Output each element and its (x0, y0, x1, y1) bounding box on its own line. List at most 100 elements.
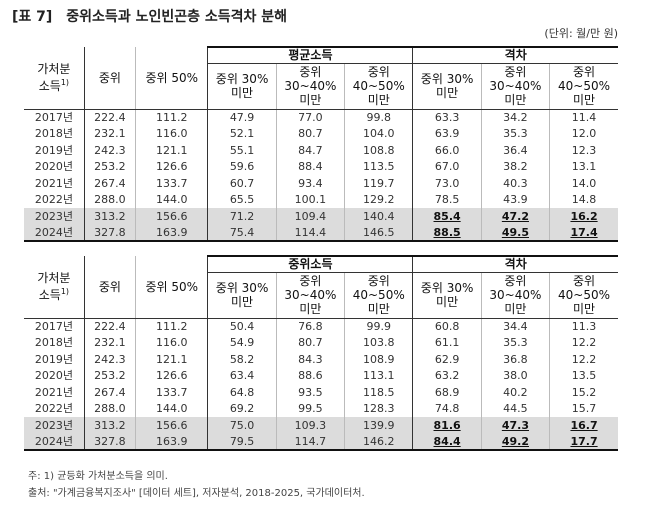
value-cell: 15.7 (549, 400, 618, 417)
value-cell: 40.2 (480, 384, 550, 401)
header-text: 소득 (38, 79, 61, 94)
footnote-marker: 1) (60, 78, 70, 88)
table-row: 2024년 327.8 163.9 79.5 114.7 146.2 84.4 49.2 17.… (24, 433, 618, 451)
table-row: 2022년 288.0 144.0 69.2 99.5 128.3 74.8 44.5 15.7 (24, 400, 618, 417)
value-cell: 267.4 (83, 384, 136, 401)
value-cell: 12.3 (549, 142, 618, 159)
value-cell: 156.6 (135, 208, 208, 225)
value-cell: 84.4 (412, 433, 482, 451)
header-gap-40-50: 중위 40~50% 미만 (549, 63, 618, 110)
value-cell: 52.1 (207, 125, 277, 142)
group-header-gap: 격차 (412, 255, 618, 273)
year-cell: 2020년 (34, 160, 73, 174)
header-gap-30-40: 중위 30~40% 미만 (480, 272, 550, 319)
year-cell: 2022년 (34, 402, 73, 416)
header-text: 가처분 (37, 271, 71, 286)
value-cell: 126.6 (135, 158, 208, 175)
value-cell: 267.4 (83, 175, 136, 192)
value-cell: 242.3 (83, 142, 136, 159)
year-cell: 2020년 (34, 369, 73, 383)
value-cell: 116.0 (135, 334, 208, 351)
header-gap-below-30: 중위 30% 미만 (412, 63, 482, 110)
footnote-marker: 1) (60, 287, 70, 297)
value-cell: 126.6 (135, 367, 208, 384)
table-row: 2020년 253.2 126.6 63.4 88.6 113.1 63.2 38.0 13.5 (24, 367, 618, 384)
value-cell: 47.9 (207, 109, 277, 126)
value-cell: 109.4 (275, 208, 345, 225)
table-row: 2020년 253.2 126.6 59.6 88.4 113.5 67.0 38.2 13.1 (24, 158, 618, 175)
value-cell: 253.2 (83, 367, 136, 384)
year-cell: 2024년 (24, 224, 85, 242)
value-cell: 111.2 (135, 318, 208, 335)
value-cell: 14.8 (549, 191, 618, 208)
header-gap-below-30: 중위 30% 미만 (412, 272, 482, 319)
table-row: 2017년 222.4 111.2 50.4 76.8 99.9 60.8 34.4 11.3 (24, 318, 618, 335)
header-median: 중위 (83, 47, 136, 110)
header-median-50: 중위 50% (135, 47, 208, 110)
value-cell: 146.5 (344, 224, 413, 242)
header-disposable-income: 가처분 소득1) (24, 256, 85, 319)
value-cell: 69.2 (207, 400, 277, 417)
value-cell: 64.8 (207, 384, 277, 401)
year-cell: 2021년 (34, 385, 73, 399)
value-cell: 139.9 (344, 417, 413, 434)
value-cell: 54.9 (207, 334, 277, 351)
value-cell: 47.3 (480, 417, 550, 434)
value-cell: 121.1 (135, 351, 208, 368)
value-cell: 288.0 (83, 191, 136, 208)
value-cell: 12.2 (549, 351, 618, 368)
value-cell: 104.0 (344, 125, 413, 142)
year-cell: 2018년 (34, 336, 73, 350)
value-cell: 14.0 (549, 175, 618, 192)
value-cell: 74.8 (412, 400, 482, 417)
value-cell: 133.7 (135, 175, 208, 192)
table-row: 2019년 242.3 121.1 55.1 84.7 108.8 66.0 36.4 12.3 (24, 142, 618, 159)
value-cell: 146.2 (344, 433, 413, 451)
value-cell: 79.5 (207, 433, 277, 451)
value-cell: 40.3 (480, 175, 550, 192)
value-cell: 17.7 (549, 433, 618, 451)
value-cell: 100.1 (275, 191, 345, 208)
value-cell: 88.4 (275, 158, 345, 175)
year-cell: 2021년 (34, 176, 73, 190)
value-cell: 34.4 (480, 318, 550, 335)
value-cell: 84.3 (275, 351, 345, 368)
value-cell: 222.4 (83, 109, 136, 126)
value-cell: 60.7 (207, 175, 277, 192)
year-cell: 2019년 (34, 352, 73, 366)
value-cell: 66.0 (412, 142, 482, 159)
value-cell: 38.0 (480, 367, 550, 384)
header-below-30: 중위 30% 미만 (207, 272, 277, 319)
table-title: [표 7] 중위소득과 노인빈곤층 소득격차 분해 (12, 6, 287, 26)
value-cell: 16.2 (549, 208, 618, 225)
table-row: 2024년 327.8 163.9 75.4 114.4 146.5 88.5 49.5 17.… (24, 224, 618, 242)
source-note: 출처: "가계금융복지조사" [데이터 세트], 저자분석, 2018-2025… (28, 488, 365, 499)
header-gap-40-50: 중위 40~50% 미만 (549, 272, 618, 319)
value-cell: 15.2 (549, 384, 618, 401)
footnote-1: 주: 1) 균등화 가처분소득을 의미. (28, 471, 168, 482)
value-cell: 93.5 (275, 384, 345, 401)
value-cell: 121.1 (135, 142, 208, 159)
value-cell: 36.4 (480, 142, 550, 159)
value-cell: 50.4 (207, 318, 277, 335)
value-cell: 58.2 (207, 351, 277, 368)
value-cell: 81.6 (412, 417, 482, 434)
year-cell: 2023년 (24, 417, 85, 434)
value-cell: 67.0 (412, 158, 482, 175)
table-row: 2023년 313.2 156.6 75.0 109.3 139.9 81.6 47.3 16.… (24, 417, 618, 434)
unit-label: (단위: 월/만 원) (544, 27, 618, 40)
group-header-gap: 격차 (412, 46, 618, 64)
value-cell: 75.4 (207, 224, 277, 242)
year-cell: 2019년 (34, 143, 73, 157)
header-30-40: 중위 30~40% 미만 (275, 63, 345, 110)
value-cell: 327.8 (83, 433, 136, 451)
value-cell: 34.2 (480, 109, 550, 126)
value-cell: 111.2 (135, 109, 208, 126)
year-cell: 2023년 (24, 208, 85, 225)
value-cell: 144.0 (135, 191, 208, 208)
value-cell: 313.2 (83, 417, 136, 434)
value-cell: 68.9 (412, 384, 482, 401)
value-cell: 113.5 (344, 158, 413, 175)
value-cell: 80.7 (275, 334, 345, 351)
value-cell: 63.4 (207, 367, 277, 384)
